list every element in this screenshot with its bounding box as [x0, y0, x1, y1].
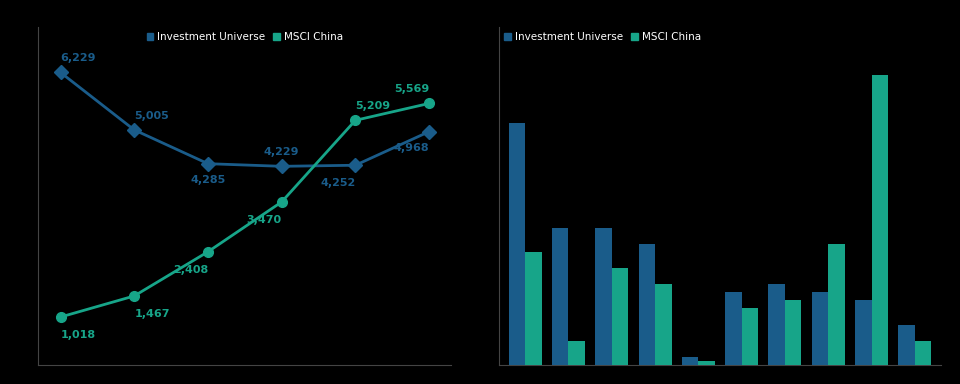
Bar — [612, 268, 628, 365]
Bar — [742, 308, 758, 365]
Text: 2,408: 2,408 — [173, 265, 208, 275]
Bar — [552, 228, 568, 365]
Bar — [899, 324, 915, 365]
Legend: Investment Universe, MSCI China: Investment Universe, MSCI China — [504, 32, 701, 42]
Bar — [828, 244, 845, 365]
Bar — [769, 284, 785, 365]
Text: 5,209: 5,209 — [355, 101, 391, 111]
Bar — [525, 252, 541, 365]
Text: 4,229: 4,229 — [264, 147, 300, 157]
Bar — [855, 300, 872, 365]
Text: 5,569: 5,569 — [394, 84, 429, 94]
Text: 4,252: 4,252 — [320, 179, 355, 189]
Text: 1,018: 1,018 — [60, 330, 96, 340]
Text: 3,470: 3,470 — [247, 215, 281, 225]
Bar — [785, 300, 802, 365]
Bar — [872, 75, 888, 365]
Text: 5,005: 5,005 — [134, 111, 169, 121]
Text: 1,467: 1,467 — [134, 309, 170, 319]
Text: 4,285: 4,285 — [190, 175, 226, 185]
Text: 4,968: 4,968 — [394, 143, 429, 153]
Bar — [509, 123, 525, 365]
Bar — [812, 292, 828, 365]
Bar — [725, 292, 742, 365]
Bar — [595, 228, 612, 365]
Bar — [915, 341, 931, 365]
Bar — [698, 361, 715, 365]
Text: 6,229: 6,229 — [60, 53, 96, 63]
Bar — [568, 341, 585, 365]
Bar — [682, 357, 698, 365]
Bar — [638, 244, 655, 365]
Legend: Investment Universe, MSCI China: Investment Universe, MSCI China — [147, 32, 343, 42]
Bar — [655, 284, 671, 365]
